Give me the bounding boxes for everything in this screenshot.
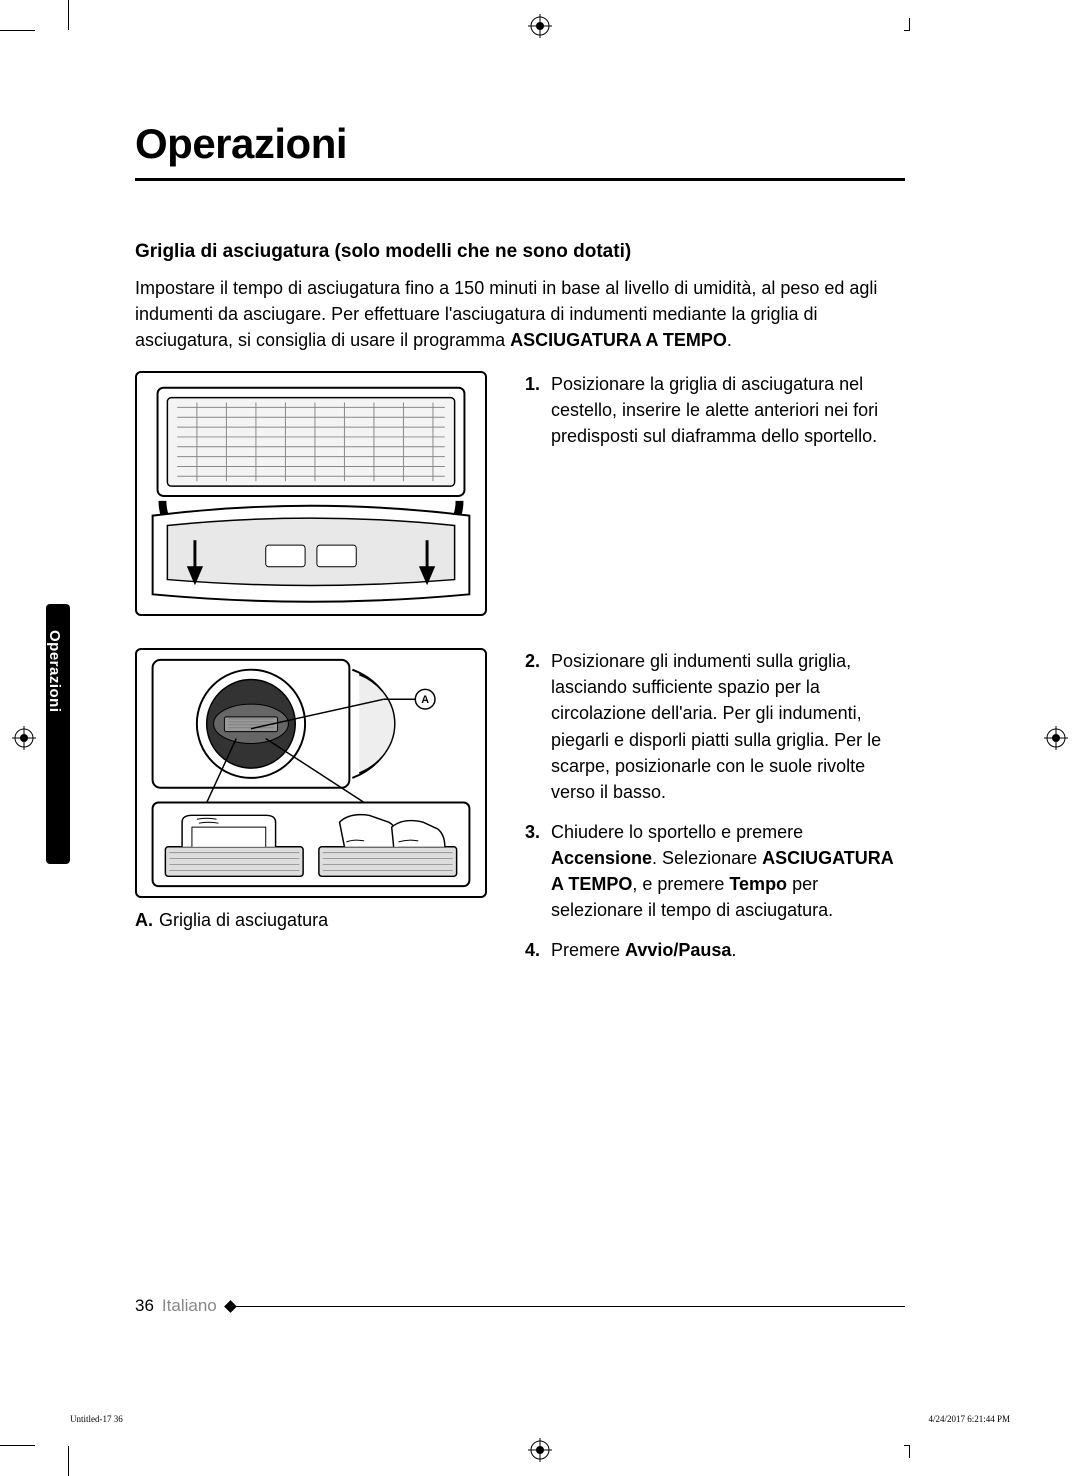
footer-rule xyxy=(231,1306,905,1307)
drying-rack-install-illustration xyxy=(135,371,487,616)
content-row-2: A xyxy=(135,648,905,977)
step-text: Premere Avvio/Pausa. xyxy=(551,937,736,963)
step-text: Chiudere lo sportello e premere Accensio… xyxy=(551,819,905,923)
step-item: Premere Avvio/Pausa. xyxy=(525,937,905,963)
intro-paragraph: Impostare il tempo di asciugatura fino a… xyxy=(135,275,905,353)
page-number: 36 xyxy=(135,1296,154,1316)
caption-letter: A. xyxy=(135,910,153,930)
side-tab-label: Operazioni xyxy=(46,604,63,713)
step-text: Posizionare la griglia di asciugatura ne… xyxy=(551,371,905,449)
step-item: Posizionare gli indumenti sulla griglia,… xyxy=(525,648,905,805)
step-item: Chiudere lo sportello e premere Accensio… xyxy=(525,819,905,923)
page-title: Operazioni xyxy=(135,120,905,181)
intro-bold: ASCIUGATURA A TEMPO xyxy=(510,330,727,350)
page-footer: 36 Italiano xyxy=(135,1296,905,1316)
print-footer-timestamp: 4/24/2017 6:21:44 PM xyxy=(928,1414,1010,1424)
print-footer: Untitled-17 36 4/24/2017 6:21:44 PM xyxy=(70,1414,1010,1424)
step-text: Posizionare gli indumenti sulla griglia,… xyxy=(551,648,905,805)
side-tab: Operazioni xyxy=(46,604,70,864)
content-row-1: Posizionare la griglia di asciugatura ne… xyxy=(135,371,905,628)
caption-text: Griglia di asciugatura xyxy=(159,910,328,930)
print-footer-filename: Untitled-17 36 xyxy=(70,1414,123,1424)
page-content: Operazioni Griglia di asciugatura (solo … xyxy=(135,120,905,997)
footer-language: Italiano xyxy=(162,1296,217,1316)
registration-mark-icon xyxy=(1044,726,1068,750)
drying-rack-loaded-illustration: A xyxy=(135,648,487,898)
steps-list-2: Posizionare gli indumenti sulla griglia,… xyxy=(525,648,905,963)
registration-mark-icon xyxy=(528,14,552,38)
illustration-caption: A. Griglia di asciugatura xyxy=(135,910,487,931)
steps-list-1: Posizionare la griglia di asciugatura ne… xyxy=(525,371,905,449)
callout-label: A xyxy=(421,694,429,706)
registration-mark-icon xyxy=(12,726,36,750)
section-heading: Griglia di asciugatura (solo modelli che… xyxy=(135,241,905,263)
registration-mark-icon xyxy=(528,1438,552,1462)
intro-end: . xyxy=(727,330,732,350)
intro-text: Impostare il tempo di asciugatura fino a… xyxy=(135,278,877,350)
step-item: Posizionare la griglia di asciugatura ne… xyxy=(525,371,905,449)
